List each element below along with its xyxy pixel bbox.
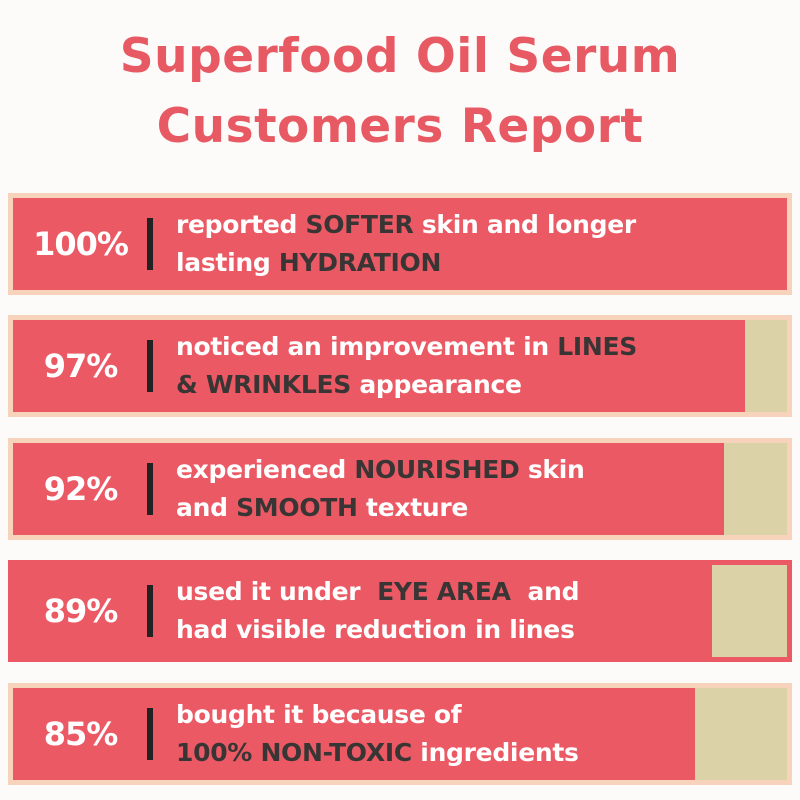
separator-divider: [147, 463, 153, 515]
page-title: Superfood Oil Serum Customers Report: [0, 22, 800, 162]
stat-percentage: 92%: [43, 470, 119, 508]
description-line: experienced NOURISHED skin: [176, 451, 585, 489]
stat-percentage: 100%: [33, 225, 129, 263]
description-text: had visible reduction in lines: [176, 615, 575, 644]
emphasis-text: SOFTER: [305, 210, 414, 239]
stat-description: reported SOFTER skin and longer lasting H…: [176, 206, 636, 282]
description-line: & WRINKLES appearance: [176, 366, 637, 404]
description-line: used it under EYE AREA and: [176, 573, 580, 611]
description-line: reported SOFTER skin and longer: [176, 206, 636, 244]
description-line: 100% NON-TOXIC ingredients: [176, 734, 579, 772]
stat-bar-fill: [13, 320, 745, 412]
description-text: bought it because of: [176, 700, 462, 729]
stat-description: used it under EYE AREA and had visible re…: [176, 573, 580, 649]
stat-row: 92% experienced NOURISHED skin and SMOOTH …: [8, 438, 792, 540]
description-text: noticed an improvement in: [176, 332, 558, 361]
stat-description: noticed an improvement in LINES & WRINKLE…: [176, 328, 637, 404]
description-text: and: [510, 577, 580, 606]
stat-row: 85% bought it because of 100% NON-TOXIC in…: [8, 683, 792, 785]
stat-row: 89% used it under EYE AREA and had visible…: [8, 560, 792, 662]
emphasis-text: NOURISHED: [354, 455, 520, 484]
description-line: had visible reduction in lines: [176, 611, 579, 649]
description-text: and: [176, 493, 237, 522]
stat-row: 100% reported SOFTER skin and longer lasti…: [8, 193, 792, 295]
title-line-2: Customers Report: [156, 99, 644, 154]
separator-divider: [147, 708, 153, 760]
description-text: experienced: [176, 455, 355, 484]
title-line-1: Superfood Oil Serum: [119, 29, 681, 84]
stat-description: experienced NOURISHED skin and SMOOTH tex…: [176, 451, 585, 527]
description-text: skin: [519, 455, 585, 484]
separator-divider: [147, 340, 153, 392]
separator-divider: [147, 585, 153, 637]
stat-description: bought it because of 100% NON-TOXIC ingre…: [176, 696, 579, 772]
separator-divider: [147, 218, 153, 270]
stat-bar-fill: [13, 688, 695, 780]
description-text: reported: [176, 210, 306, 239]
stat-row: 97% noticed an improvement in LINES & WRIN…: [8, 315, 792, 417]
stat-bar-fill: [13, 198, 787, 290]
emphasis-text: SMOOTH: [236, 493, 358, 522]
description-line: lasting HYDRATION: [176, 244, 636, 282]
description-text: appearance: [350, 370, 522, 399]
stat-bar-fill: [13, 565, 712, 657]
emphasis-text: HYDRATION: [278, 248, 442, 277]
description-text: ingredients: [411, 738, 579, 767]
description-text: lasting: [176, 248, 279, 277]
emphasis-text: EYE AREA: [377, 577, 511, 606]
stat-percentage: 97%: [43, 347, 119, 385]
description-text: skin and longer: [413, 210, 636, 239]
stat-percentage: 89%: [43, 592, 119, 630]
stat-percentage: 85%: [43, 715, 119, 753]
description-line: bought it because of: [176, 696, 579, 734]
description-text: used it under: [176, 577, 378, 606]
description-line: noticed an improvement in LINES: [176, 328, 637, 366]
emphasis-text: & WRINKLES: [176, 370, 351, 399]
description-line: and SMOOTH texture: [176, 489, 585, 527]
emphasis-text: 100% NON-TOXIC: [176, 738, 412, 767]
description-text: texture: [357, 493, 469, 522]
emphasis-text: LINES: [557, 332, 637, 361]
stat-bar-fill: [13, 443, 724, 535]
